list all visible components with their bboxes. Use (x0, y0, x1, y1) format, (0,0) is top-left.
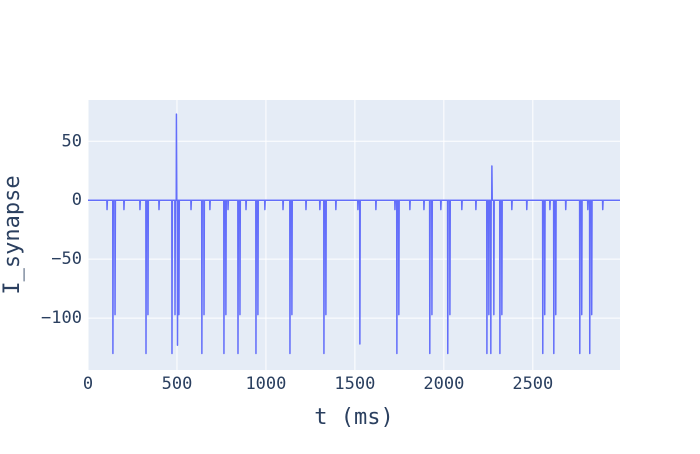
y-axis-title: I_synapse (0, 175, 25, 294)
y-tick-label: 50 (62, 131, 82, 151)
y-tick-label: −50 (51, 249, 82, 269)
x-tick-label: 0 (83, 374, 93, 394)
y-tick-label: 0 (72, 190, 82, 210)
x-axis-title: t (ms) (314, 405, 393, 430)
x-tick-label: 1000 (245, 374, 286, 394)
x-tick-label: 500 (162, 374, 193, 394)
x-tick-label: 2000 (423, 374, 464, 394)
x-tick-label: 1500 (334, 374, 375, 394)
y-tick-label: −100 (41, 308, 82, 328)
data-line (88, 113, 620, 355)
plot-area (88, 100, 620, 370)
x-tick-label: 2500 (512, 374, 553, 394)
